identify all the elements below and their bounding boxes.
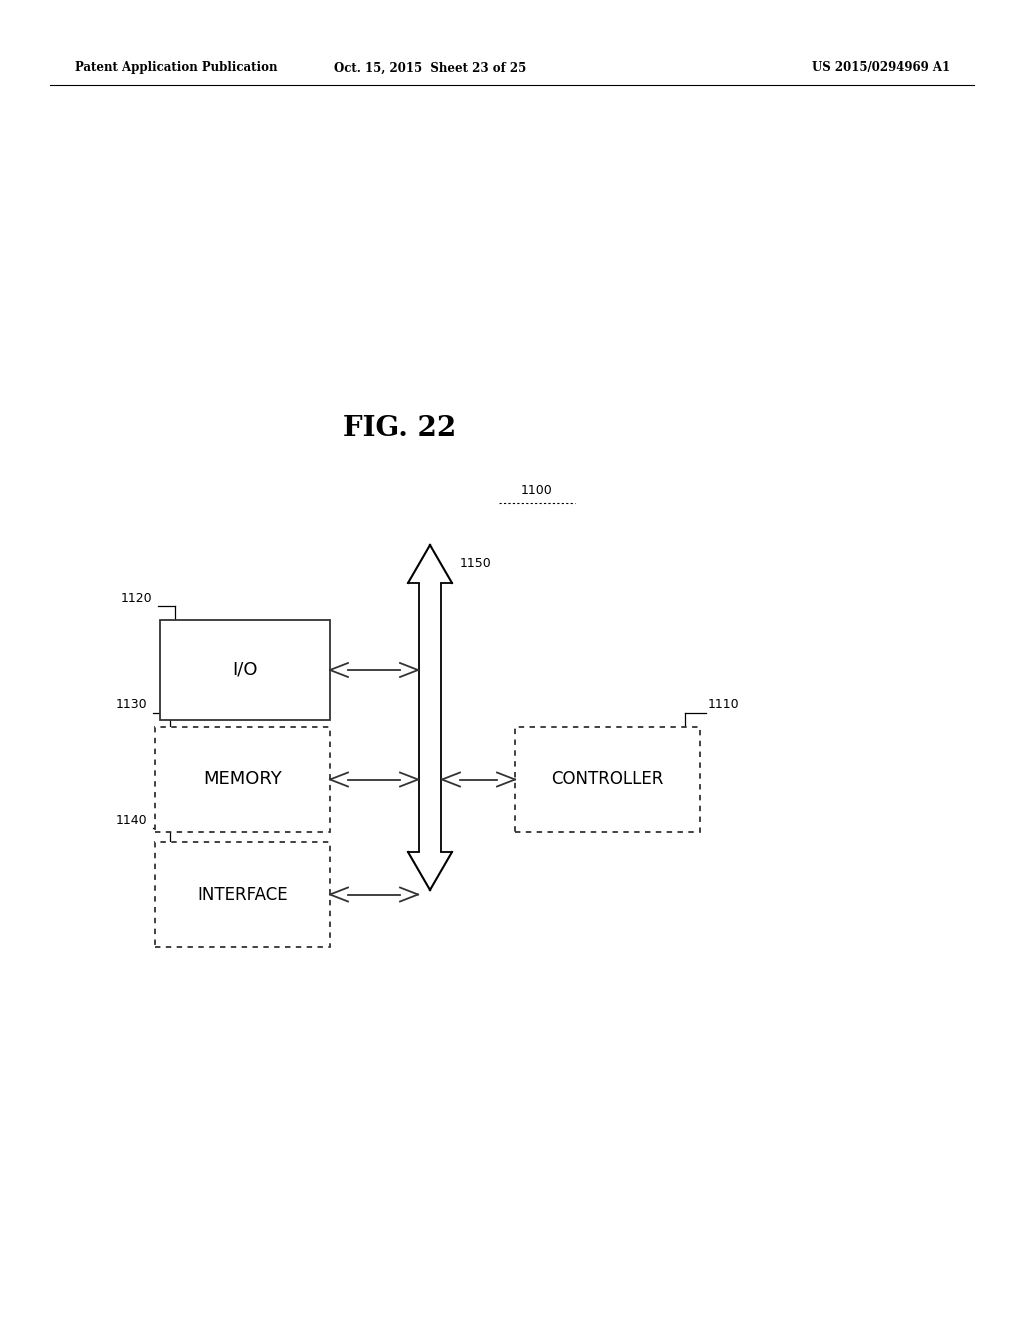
Text: FIG. 22: FIG. 22 bbox=[343, 414, 457, 441]
Text: 1110: 1110 bbox=[708, 698, 739, 711]
Bar bbox=[515, 727, 700, 832]
Text: I/O: I/O bbox=[232, 661, 258, 678]
Text: 1100: 1100 bbox=[521, 484, 553, 498]
Bar bbox=[155, 842, 330, 946]
Text: MEMORY: MEMORY bbox=[203, 771, 282, 788]
Text: 1140: 1140 bbox=[116, 813, 147, 826]
Text: Oct. 15, 2015  Sheet 23 of 25: Oct. 15, 2015 Sheet 23 of 25 bbox=[334, 62, 526, 74]
Text: INTERFACE: INTERFACE bbox=[198, 886, 288, 903]
Bar bbox=[155, 727, 330, 832]
Text: CONTROLLER: CONTROLLER bbox=[551, 771, 664, 788]
Text: Patent Application Publication: Patent Application Publication bbox=[75, 62, 278, 74]
Bar bbox=[160, 620, 330, 719]
Text: 1130: 1130 bbox=[116, 698, 147, 711]
Text: 1120: 1120 bbox=[121, 591, 152, 605]
Text: 1150: 1150 bbox=[460, 557, 492, 570]
Text: US 2015/0294969 A1: US 2015/0294969 A1 bbox=[812, 62, 950, 74]
